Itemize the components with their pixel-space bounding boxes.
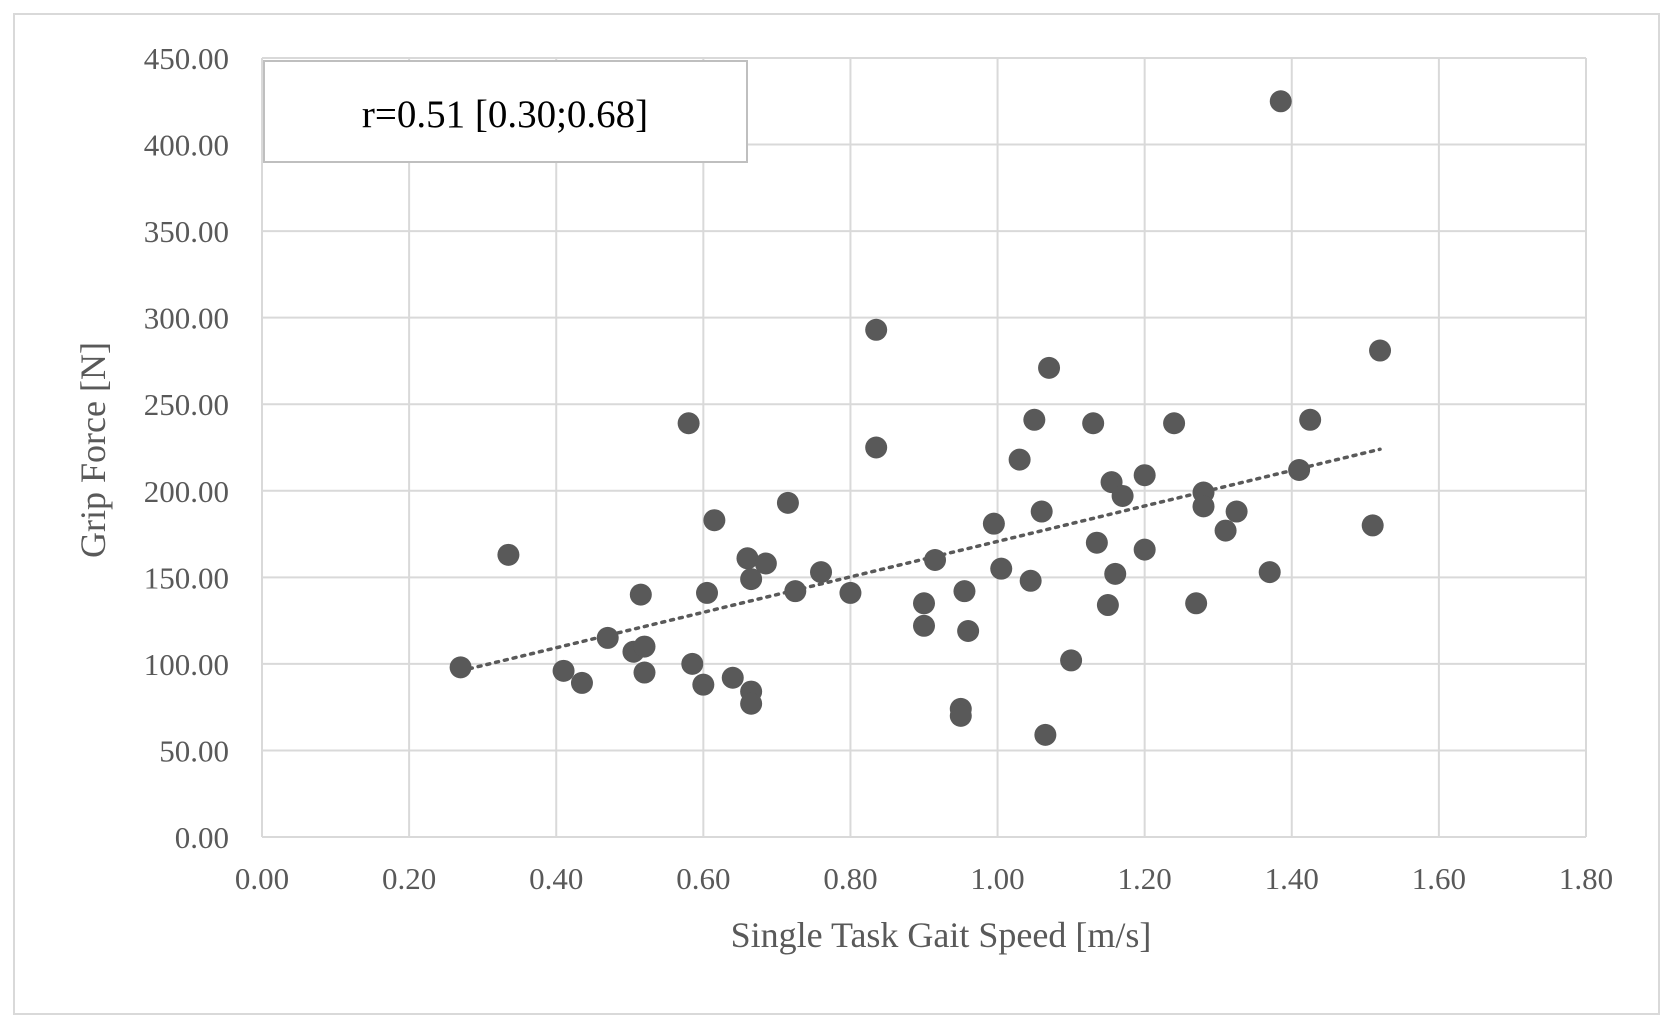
- correlation-annotation: r=0.51 [0.30;0.68]: [263, 60, 748, 163]
- data-point: [865, 318, 888, 341]
- data-point: [681, 652, 704, 675]
- grid-lines: [262, 57, 1587, 837]
- data-point: [736, 547, 759, 570]
- y-tick-label: 150.00: [144, 560, 229, 595]
- x-tick-label: 0.00: [235, 861, 289, 896]
- annotation-box-border: [263, 60, 748, 163]
- data-point: [677, 412, 700, 435]
- x-tick-labels: 0.00 0.20 0.40 0.60 0.80 1.00 1.20 1.40 1.60 1.80: [235, 861, 1613, 896]
- data-point: [1288, 459, 1311, 482]
- y-tick-labels: 0.00 50.00 100.00 150.00 200.00 250.00 300.00 3…: [144, 41, 229, 855]
- data-point: [949, 704, 972, 727]
- data-point: [1008, 448, 1031, 471]
- chart-frame: [13, 13, 1660, 1015]
- data-point: [1034, 723, 1057, 746]
- data-point: [703, 509, 726, 532]
- data-point: [776, 491, 799, 514]
- data-point: [784, 580, 807, 603]
- data-point: [633, 635, 656, 658]
- data-point: [1096, 594, 1119, 617]
- y-axis-title: Grip Force [N]: [73, 342, 113, 558]
- x-tick-label: 0.40: [529, 861, 583, 896]
- x-tick-label: 1.20: [1118, 861, 1172, 896]
- data-point: [754, 552, 777, 575]
- data-point: [1163, 412, 1186, 435]
- data-point: [1269, 90, 1292, 113]
- x-tick-label: 0.60: [676, 861, 730, 896]
- y-tick-label: 100.00: [144, 647, 229, 682]
- data-point: [1214, 519, 1237, 542]
- data-point: [982, 512, 1005, 535]
- y-tick-label: 50.00: [159, 733, 229, 768]
- data-point: [740, 568, 763, 591]
- y-tick-label: 200.00: [144, 474, 229, 509]
- x-tick-label: 1.00: [970, 861, 1024, 896]
- data-point: [740, 692, 763, 715]
- y-tick-label: 300.00: [144, 301, 229, 336]
- data-point: [1038, 356, 1061, 379]
- data-point: [629, 583, 652, 606]
- data-point: [865, 436, 888, 459]
- data-point: [1060, 649, 1083, 672]
- data-point: [1133, 464, 1156, 487]
- data-point: [1104, 562, 1127, 585]
- data-point: [570, 671, 593, 694]
- data-point: [721, 666, 744, 689]
- data-point: [1192, 495, 1215, 518]
- data-point: [913, 614, 935, 637]
- data-point: [696, 581, 719, 604]
- data-point: [1085, 531, 1108, 554]
- x-tick-label: 0.20: [382, 861, 436, 896]
- y-tick-label: 250.00: [144, 387, 229, 422]
- y-tick-label: 350.00: [144, 214, 229, 249]
- x-tick-label: 1.80: [1559, 861, 1613, 896]
- y-tick-label: 0.00: [175, 820, 229, 855]
- x-axis-title: Single Task Gait Speed [m/s]: [731, 915, 1152, 955]
- data-point: [953, 580, 976, 603]
- y-tick-label: 450.00: [144, 41, 229, 76]
- x-tick-label: 0.80: [823, 861, 877, 896]
- data-point: [1023, 408, 1046, 431]
- data-point: [1258, 561, 1281, 584]
- data-point: [1185, 592, 1208, 615]
- data-point: [1019, 569, 1042, 592]
- data-point: [990, 557, 1013, 580]
- data-point: [1082, 412, 1105, 435]
- axes: [261, 58, 1586, 838]
- data-point: [596, 626, 619, 649]
- data-point: [497, 543, 520, 566]
- data-point: [810, 561, 833, 584]
- annotation-text: r=0.51 [0.30;0.68]: [362, 93, 648, 136]
- data-point: [552, 659, 575, 682]
- data-point: [957, 619, 980, 642]
- data-point: [633, 661, 656, 684]
- y-tick-label: 400.00: [144, 128, 229, 163]
- data-point: [1111, 484, 1134, 507]
- data-point: [924, 549, 947, 572]
- data-point: [839, 581, 862, 604]
- data-point: [1225, 500, 1248, 523]
- x-tick-label: 1.40: [1265, 861, 1319, 896]
- data-point: [1030, 500, 1053, 523]
- data-point: [1361, 514, 1384, 537]
- data-point: [913, 592, 935, 615]
- data-point: [449, 656, 472, 679]
- x-tick-label: 1.60: [1412, 861, 1466, 896]
- data-point: [692, 673, 715, 696]
- data-point: [1369, 339, 1392, 362]
- data-point: [1133, 538, 1156, 561]
- data-point: [1299, 408, 1322, 431]
- data-points: [449, 90, 1392, 746]
